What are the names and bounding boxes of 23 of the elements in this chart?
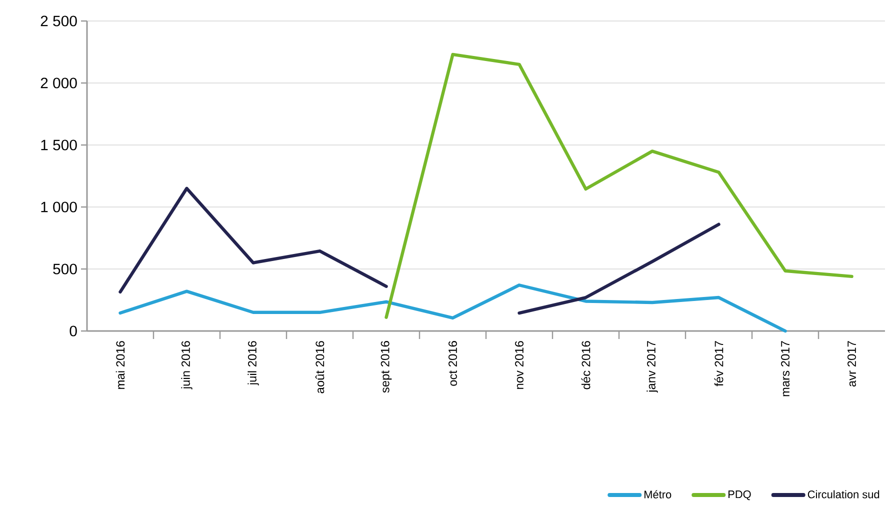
y-tick-label: 2 000 — [40, 78, 77, 88]
x-tick-label: mai 2016 — [116, 341, 125, 389]
y-tick-label: 1 500 — [41, 140, 77, 150]
x-tick-label: nov 2016 — [515, 341, 524, 389]
x-tick-label: sept 2016 — [380, 341, 392, 393]
legend-label: PDQ — [728, 490, 751, 500]
x-tick-label: août 2016 — [315, 341, 324, 394]
x-tick-label: déc 2016 — [581, 341, 590, 390]
x-tick-label: juil 2016 — [248, 341, 259, 386]
line-series — [118, 284, 787, 333]
line-series — [384, 52, 854, 319]
y-tick-label: 0 — [70, 326, 77, 336]
x-tick-label: mars 2017 — [781, 341, 790, 396]
legend-label: Métro — [644, 490, 672, 498]
y-tick-label: 500 — [53, 264, 77, 274]
legend-label: Circulation sud — [808, 490, 880, 498]
y-tick-label: 2 500 — [40, 16, 77, 26]
x-tick-label: avr 2017 — [848, 341, 856, 387]
x-tick-label: fév 2017 — [714, 341, 724, 386]
x-tick-label: janv 2017 — [646, 341, 658, 393]
y-tick-label: 1 000 — [41, 202, 77, 212]
x-tick-label: juin 2016 — [181, 341, 192, 390]
x-tick-label: oct 2016 — [448, 341, 457, 386]
